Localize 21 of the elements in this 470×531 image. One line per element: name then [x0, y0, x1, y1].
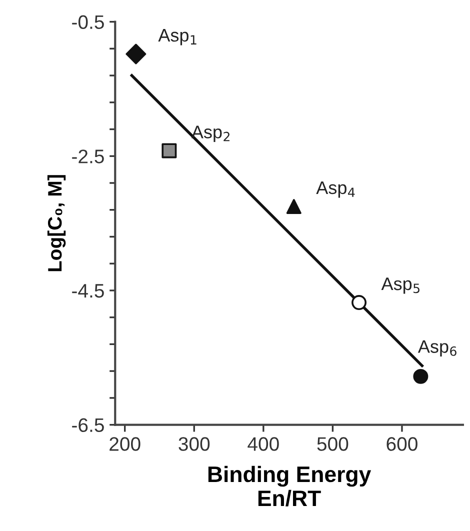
x-tick-label: 300 — [178, 437, 210, 451]
x-tick-label: 600 — [386, 437, 418, 451]
y-axis-title: Log[C₀, M] — [47, 175, 66, 272]
y-tick-label: -4.5 — [72, 284, 104, 298]
series-label: Asp$_{1}$ — [158, 29, 196, 46]
x-tick-label: 200 — [110, 437, 140, 451]
point — [286, 199, 302, 214]
series-label: Asp$_{5}$ — [381, 278, 420, 294]
x-tick-label: 400 — [248, 437, 279, 451]
series-label: Asp$_{6}$ — [418, 340, 456, 357]
y-tick-label: -0.5 — [72, 15, 104, 30]
y-tick-label: -6.5 — [72, 418, 104, 432]
point — [162, 143, 177, 158]
point — [413, 368, 428, 384]
x-axis-title: Binding Energy En/RT — [208, 466, 372, 506]
series-label: Asp$_{4}$ — [316, 182, 355, 198]
y-tick-label: -2.5 — [72, 150, 104, 164]
point — [126, 44, 146, 64]
point — [352, 295, 367, 310]
x-tick-label: 500 — [317, 437, 348, 451]
series-label: Asp$_{2}$ — [191, 126, 230, 142]
